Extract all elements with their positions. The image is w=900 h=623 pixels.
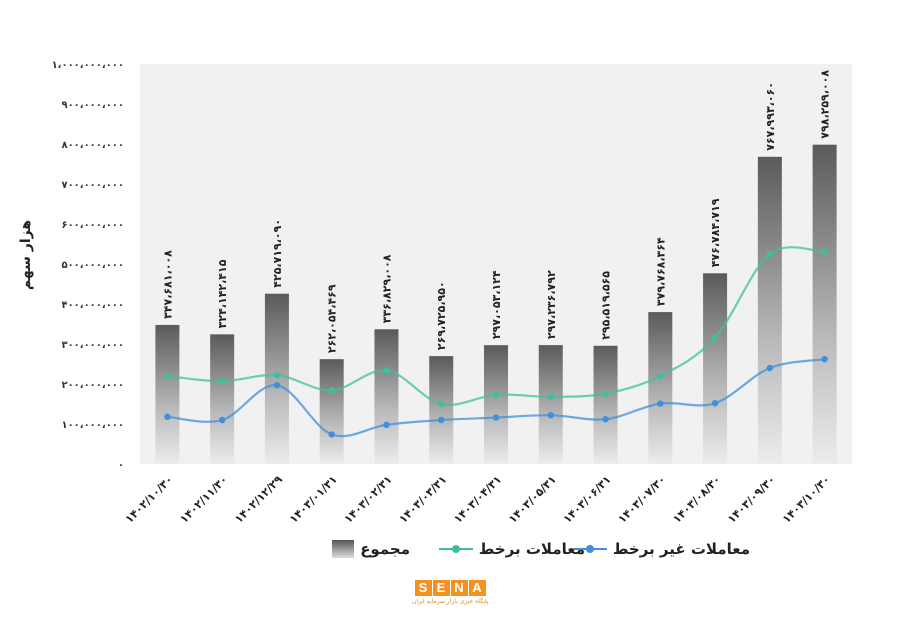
x-tick-label: ۱۴۰۳/۰۹/۳۰	[725, 473, 778, 526]
y-tick-label: ۳۰۰،۰۰۰،۰۰۰	[61, 340, 124, 351]
point-offline	[766, 364, 774, 372]
x-tick-label: ۱۴۰۳/۰۴/۳۱	[451, 473, 504, 526]
legend-item-total: مجموع	[332, 540, 410, 558]
legend-item-online: معاملات برخط	[438, 540, 585, 558]
bar-data-label: ۳۴۷،۶۸۱،۰۰۸	[161, 250, 174, 319]
point-offline	[438, 416, 445, 424]
point-online	[492, 391, 500, 398]
bar	[484, 345, 508, 464]
point-online	[547, 393, 554, 400]
legend-line-swatch-offline	[572, 543, 607, 555]
point-online	[164, 372, 171, 380]
bar-data-label: ۷۶۷،۹۹۳،۰۶۰	[764, 82, 777, 151]
bar-data-label: ۳۷۹،۷۶۸،۳۶۴	[654, 237, 667, 306]
x-tick-label: ۱۴۰۲/۱۱/۳۰	[177, 473, 230, 526]
bar	[319, 359, 344, 464]
legend-bar-swatch	[332, 540, 355, 558]
legend-label-online: معاملات برخط	[478, 540, 585, 558]
point-online	[711, 334, 719, 341]
logo-letter: N	[450, 580, 468, 596]
x-tick-label: ۱۴۰۳/۱۰/۳۰	[780, 473, 833, 526]
bar	[210, 334, 235, 464]
point-online	[657, 372, 664, 380]
point-offline	[164, 413, 171, 420]
y-tick-label: ۹۰۰،۰۰۰،۰۰۰	[61, 100, 124, 111]
bar-data-label: ۲۹۵،۵۱۹،۵۶۵	[600, 271, 613, 340]
bar-data-label: ۲۶۲،۰۵۴،۴۶۹	[326, 284, 339, 353]
bar	[374, 329, 399, 464]
bar-data-label: ۴۷۶،۷۸۴،۷۱۹	[709, 198, 722, 267]
y-tick-label: ۰	[118, 460, 124, 471]
bar	[703, 273, 728, 464]
point-offline	[273, 382, 281, 389]
x-tick-label: ۱۴۰۳/۰۵/۳۱	[506, 473, 559, 526]
legend-item-offline: معاملات غیر برخط	[572, 540, 750, 558]
point-offline	[218, 416, 226, 424]
logo-letter: S	[414, 580, 432, 596]
point-online	[821, 248, 828, 256]
x-tick-label: ۱۴۰۳/۰۷/۳۰	[616, 473, 669, 526]
legend-line-swatch-online	[438, 543, 473, 555]
point-online	[602, 390, 609, 397]
x-tick-label: ۱۴۰۳/۰۶/۳۱	[561, 473, 614, 526]
y-tick-label: ۶۰۰،۰۰۰،۰۰۰	[61, 220, 124, 231]
y-axis-label: هزار سهم	[18, 220, 34, 290]
point-offline	[711, 400, 719, 407]
point-offline	[657, 400, 664, 407]
chart: ۰ ۱۰۰،۰۰۰،۰۰۰ ۲۰۰،۰۰۰،۰۰۰ ۳۰۰،۰۰۰،۰۰۰ ۴۰۰،۰۰…	[18, 60, 852, 526]
bar	[812, 144, 837, 464]
bar	[648, 312, 673, 464]
bar	[757, 156, 782, 464]
bar-data-label: ۳۳۶،۸۲۹،۰۰۸	[380, 254, 393, 323]
x-tick-label: ۱۴۰۲/۱۰/۳۰	[123, 473, 176, 526]
point-online	[328, 387, 335, 394]
point-offline	[328, 431, 335, 438]
point-online	[438, 400, 445, 408]
y-tick-label: ۴۰۰،۰۰۰،۰۰۰	[61, 300, 124, 311]
sena-logo: S E N A پایگاه خبری بازار سرمایه ایران	[412, 580, 489, 610]
bar-data-label: ۴۲۵،۷۱۹،۰۹۰	[271, 219, 284, 288]
legend-label-total: مجموع	[360, 540, 410, 558]
y-tick-label: ۷۰۰،۰۰۰،۰۰۰	[61, 180, 124, 191]
line-series	[164, 246, 828, 438]
point-online	[273, 372, 281, 379]
bar-data-label: ۳۲۴،۱۴۲،۴۱۵	[216, 259, 229, 328]
bar-data-label: ۲۶۹،۷۲۵،۹۵۰	[435, 281, 448, 350]
bar	[538, 345, 563, 464]
legend-label-offline: معاملات غیر برخط	[612, 540, 750, 558]
point-online	[218, 378, 226, 385]
point-offline	[547, 412, 554, 419]
y-axis: ۰ ۱۰۰،۰۰۰،۰۰۰ ۲۰۰،۰۰۰،۰۰۰ ۳۰۰،۰۰۰،۰۰۰ ۴۰۰،۰۰…	[52, 60, 124, 471]
x-tick-label: ۱۴۰۳/۰۲/۳۱	[342, 473, 395, 526]
x-tick-label: ۱۴۰۳/۰۳/۳۱	[396, 473, 449, 526]
logo-letter: A	[468, 580, 486, 596]
point-offline	[821, 356, 828, 363]
point-offline	[383, 421, 390, 428]
logo-letter: E	[432, 580, 450, 596]
bar-series	[155, 144, 837, 464]
x-tick-label: ۱۴۰۳/۰۸/۳۰	[670, 473, 723, 526]
legend: مجموع معاملات برخط معاملات غیر برخط	[190, 540, 750, 566]
y-tick-label: ۱۰۰،۰۰۰،۰۰۰	[61, 420, 124, 431]
bar	[429, 356, 454, 464]
point-online	[383, 367, 390, 374]
bar-data-label: ۷۹۸،۲۵۹،۰۰۸	[819, 70, 832, 139]
bar-data-label: ۲۹۷،۲۳۶،۷۹۲	[545, 270, 558, 339]
x-axis: ۱۴۰۲/۱۰/۳۰ ۱۴۰۲/۱۱/۳۰ ۱۴۰۲/۱۲/۲۹ ۱۴۰۳/۰۱/۳۱…	[123, 473, 833, 526]
bar	[264, 293, 289, 464]
y-tick-label: ۸۰۰،۰۰۰،۰۰۰	[61, 140, 124, 151]
point-offline	[602, 416, 609, 423]
y-tick-label: ۱،۰۰۰،۰۰۰،۰۰۰	[52, 60, 124, 71]
logo-subtitle: پایگاه خبری بازار سرمایه ایران	[412, 598, 489, 605]
y-tick-label: ۲۰۰،۰۰۰،۰۰۰	[61, 380, 124, 391]
x-tick-label: ۱۴۰۲/۱۲/۲۹	[232, 473, 285, 526]
bar	[593, 345, 618, 464]
y-tick-label: ۵۰۰،۰۰۰،۰۰۰	[61, 260, 124, 271]
bar-data-label: ۲۹۷،۰۵۳،۱۲۴	[490, 270, 503, 339]
bar	[155, 324, 180, 464]
x-tick-label: ۱۴۰۳/۰۱/۳۱	[287, 473, 340, 526]
data-labels: ۳۴۷،۶۸۱،۰۰۸ ۳۲۴،۱۴۲،۴۱۵ ۴۲۵،۷۱۹،۰۹۰ ۲۶۲،۰۵۴…	[161, 70, 831, 354]
point-online	[766, 250, 774, 258]
point-offline	[492, 414, 500, 421]
